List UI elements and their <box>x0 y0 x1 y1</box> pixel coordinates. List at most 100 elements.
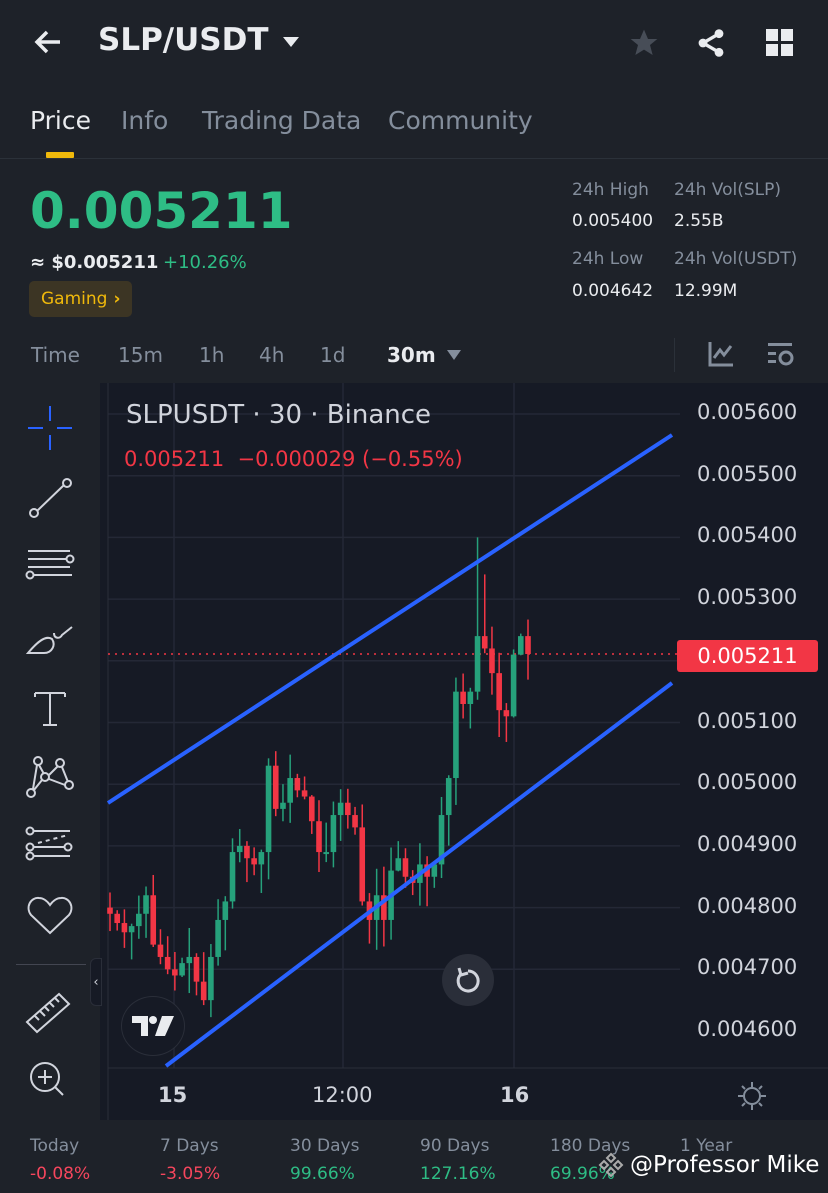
active-tab-indicator <box>46 152 74 158</box>
brightness-icon[interactable] <box>736 1080 768 1116</box>
candle-body <box>265 765 272 853</box>
y-tick-label: 0.004700 <box>697 955 798 980</box>
tab-price[interactable]: Price <box>30 106 91 135</box>
channel-lower-line <box>164 681 674 1068</box>
pattern-icon <box>26 756 74 798</box>
ruler-tool[interactable] <box>22 986 78 1036</box>
horizontal-lines-icon <box>25 550 75 580</box>
candle-body <box>467 691 474 704</box>
text-tool[interactable] <box>22 683 78 733</box>
watermark-text: @Professor Mike <box>630 1152 820 1178</box>
candle-body <box>474 636 481 692</box>
period-label: 30 Days <box>290 1136 360 1156</box>
candle-body <box>280 802 286 809</box>
divider <box>0 158 828 159</box>
share-icon[interactable] <box>695 27 727 63</box>
candle-body <box>294 778 301 791</box>
crosshair-tool[interactable] <box>22 403 78 453</box>
interval-4h[interactable]: 4h <box>259 343 285 367</box>
y-tick-label: 0.004800 <box>697 893 798 918</box>
candle-body <box>121 923 128 933</box>
chart-area[interactable] <box>0 383 828 1120</box>
interval-selected-dropdown[interactable]: 30m <box>387 343 462 367</box>
favorites-tool[interactable] <box>22 891 78 941</box>
period-value: 69.96% <box>550 1164 615 1184</box>
back-button[interactable] <box>30 24 66 64</box>
low-value: 0.004642 <box>572 281 654 301</box>
caret-down-icon <box>446 350 461 360</box>
period-label: Today <box>30 1136 80 1156</box>
period-value: -3.05% <box>160 1164 221 1184</box>
candle-body <box>215 919 221 957</box>
tab-info[interactable]: Info <box>121 106 169 135</box>
interval-1d[interactable]: 1d <box>320 343 346 367</box>
drawing-toolbar: ‹ <box>0 383 102 1120</box>
candle-body <box>330 815 337 853</box>
interval-15m[interactable]: 15m <box>118 343 163 367</box>
channel-upper-line <box>106 433 674 805</box>
binance-logo-icon <box>598 1152 624 1178</box>
zoom-in-tool[interactable] <box>22 1055 78 1105</box>
candle-body <box>453 691 459 779</box>
pair-title[interactable]: SLP/USDT <box>98 22 269 58</box>
parallel-lines-tool[interactable] <box>22 543 78 593</box>
candle-body <box>186 956 193 964</box>
candle-body <box>200 981 207 1001</box>
candle-body <box>179 963 185 976</box>
candle-body <box>489 648 495 674</box>
candle-body <box>345 802 351 816</box>
candle-body <box>517 636 524 655</box>
indicator-chart-icon[interactable] <box>707 340 735 372</box>
trend-line-icon <box>29 478 72 518</box>
tradingview-logo-icon <box>132 1016 174 1036</box>
candle-body <box>136 913 142 927</box>
candle-body <box>445 778 452 816</box>
chevron-right-icon: › <box>113 289 121 309</box>
vol-quote-label: 24h Vol(USDT) <box>674 249 798 269</box>
divider <box>674 338 675 372</box>
candlestick-chart[interactable] <box>0 383 828 1120</box>
fib-tool[interactable] <box>22 821 78 871</box>
trend-line-tool[interactable] <box>22 473 78 523</box>
interval-1h[interactable]: 1h <box>199 343 225 367</box>
candle-body <box>114 913 121 924</box>
candle-body <box>503 710 510 717</box>
tradingview-logo[interactable] <box>121 996 185 1056</box>
category-tag-gaming[interactable]: Gaming › <box>29 281 133 317</box>
pattern-tool[interactable] <box>22 751 78 801</box>
candle-body <box>272 765 279 809</box>
vol-base-label: 24h Vol(SLP) <box>674 180 782 200</box>
candle-body <box>460 691 466 704</box>
brush-tool[interactable] <box>22 613 78 663</box>
candle-body <box>222 901 229 920</box>
price-change: +10.26% <box>163 252 247 273</box>
current-price-label: 0.005211 <box>677 640 818 672</box>
period-value: 99.66% <box>290 1164 355 1184</box>
tab-community[interactable]: Community <box>388 106 533 135</box>
y-tick-label: 0.005300 <box>697 585 798 610</box>
candle-body <box>481 636 488 649</box>
candle-body <box>258 852 265 865</box>
candle-body <box>157 944 164 957</box>
high-label: 24h High <box>572 180 649 200</box>
interval-time[interactable]: Time <box>31 343 80 367</box>
grid-icon[interactable] <box>766 29 794 61</box>
low-label: 24h Low <box>572 249 644 269</box>
back-arrow-icon <box>34 30 60 54</box>
candle-body <box>381 895 387 920</box>
chart-settings-icon[interactable] <box>766 342 794 372</box>
candle-body <box>395 858 402 871</box>
candle-body <box>496 673 502 711</box>
rotate-icon <box>456 967 480 993</box>
candle-body <box>301 790 308 797</box>
collapse-toolbar-button[interactable]: ‹ <box>90 958 102 1006</box>
reset-chart-button[interactable] <box>442 954 494 1006</box>
vol-base-value: 2.55B <box>674 211 724 231</box>
pair-dropdown-caret-icon[interactable] <box>282 34 300 53</box>
candle-body <box>172 969 178 976</box>
tab-trading-data[interactable]: Trading Data <box>202 106 362 135</box>
period-label: 90 Days <box>420 1136 490 1156</box>
star-icon[interactable] <box>628 27 660 63</box>
x-tick-1200: 12:00 <box>312 1083 373 1107</box>
vol-quote-value: 12.99M <box>674 281 738 301</box>
